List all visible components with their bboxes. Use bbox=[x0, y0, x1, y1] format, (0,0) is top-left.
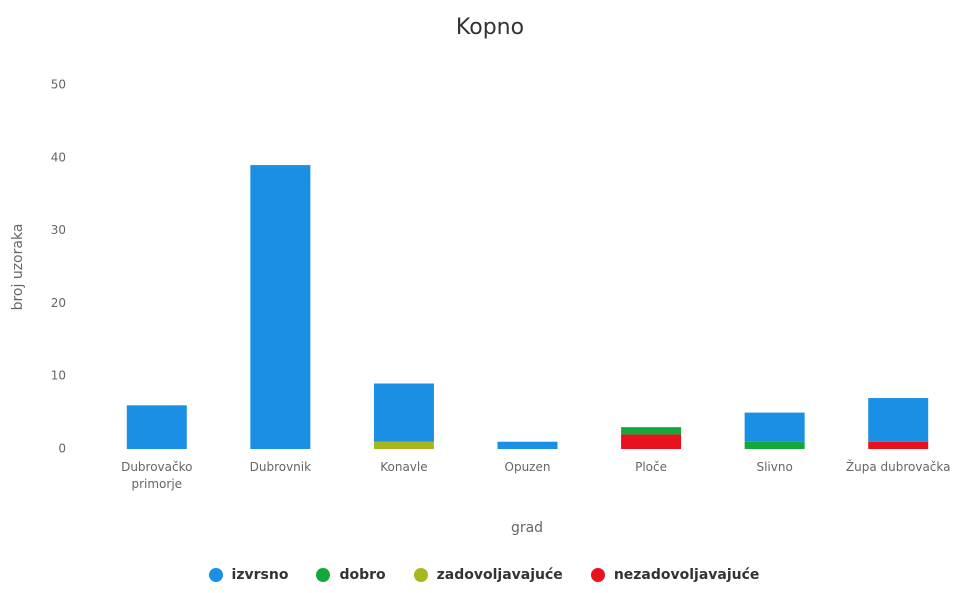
y-tick-label: 0 bbox=[58, 442, 66, 456]
legend-swatch bbox=[590, 568, 605, 582]
bar-segment bbox=[126, 405, 187, 449]
y-tick-label: 10 bbox=[51, 369, 66, 383]
bar-segment bbox=[868, 398, 929, 442]
legend-item: nezadovoljavajuće bbox=[590, 567, 760, 583]
x-tick-label: Slivno bbox=[756, 460, 793, 474]
x-tick-label: Dubrovačko primorje bbox=[121, 460, 193, 491]
y-tick-label: 30 bbox=[51, 223, 66, 237]
legend-swatch bbox=[208, 568, 223, 582]
bar-segment bbox=[744, 441, 805, 449]
y-axis-label: broj uzoraka bbox=[10, 224, 26, 311]
legend-label: dobro bbox=[339, 567, 386, 583]
legend-label: izvrsno bbox=[231, 567, 289, 583]
legend-swatch bbox=[413, 568, 428, 582]
legend-label: nezadovoljavajuće bbox=[613, 567, 760, 583]
x-tick-label: Konavle bbox=[380, 460, 428, 474]
x-axis-label: grad bbox=[511, 520, 543, 536]
x-tick-label: Ploče bbox=[635, 460, 668, 474]
legend-label: zadovoljavajuće bbox=[436, 567, 563, 583]
bar-segment bbox=[868, 441, 929, 449]
legend-item: zadovoljavajuće bbox=[413, 567, 563, 583]
y-tick-label: 20 bbox=[51, 296, 66, 310]
x-tick-label: Župa dubrovačka bbox=[845, 460, 951, 474]
bar-segment bbox=[250, 165, 311, 449]
legend-swatch bbox=[316, 568, 331, 582]
bar-segment bbox=[373, 383, 434, 442]
legend-item: dobro bbox=[316, 567, 386, 583]
x-tick-label: Opuzen bbox=[504, 460, 551, 474]
chart-title: Kopno bbox=[456, 15, 524, 40]
legend-item: izvrsno bbox=[208, 567, 289, 583]
bar-segment bbox=[497, 441, 558, 449]
y-tick-label: 40 bbox=[51, 150, 66, 164]
y-tick-label: 50 bbox=[51, 78, 66, 92]
bar-segment bbox=[744, 412, 805, 442]
bar-segment bbox=[621, 427, 682, 435]
bar-segment bbox=[373, 441, 434, 449]
legend: izvrsno dobro zadovoljavajuće nezadovoljava… bbox=[0, 567, 968, 583]
x-tick-label: Dubrovnik bbox=[249, 460, 312, 474]
bar-segment bbox=[621, 434, 682, 449]
